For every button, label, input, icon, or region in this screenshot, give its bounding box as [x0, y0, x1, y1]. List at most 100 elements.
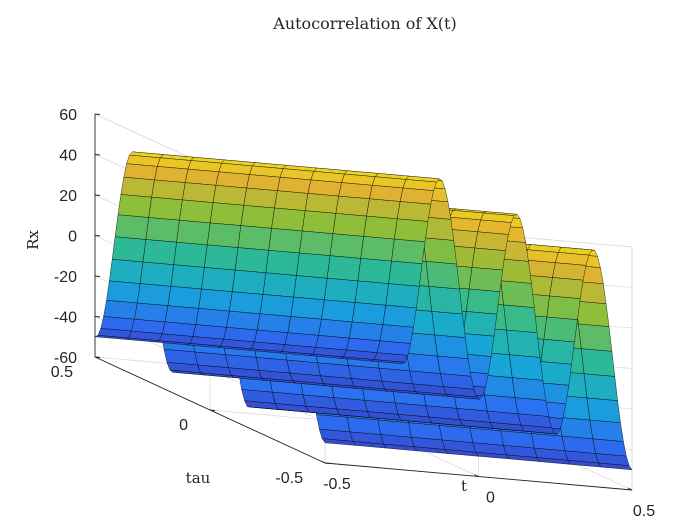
surface-patch: [514, 397, 549, 417]
surface-patch: [575, 300, 610, 327]
surface-patch: [394, 218, 429, 243]
surface-patch: [511, 377, 547, 401]
z-tick-mark: [94, 275, 101, 277]
surface-patch: [351, 302, 386, 325]
surface-patch: [139, 261, 174, 287]
surface-patch: [134, 302, 169, 323]
surface-patch: [296, 252, 331, 279]
surface-patch: [385, 283, 420, 309]
surface-patch: [583, 373, 618, 401]
surface-patch: [363, 215, 398, 240]
surface-patch: [204, 244, 239, 271]
x-tick-label: 0: [486, 490, 495, 507]
x-tick-mark: [627, 487, 633, 491]
x-tick-mark: [474, 474, 479, 477]
surface-patch: [422, 237, 457, 265]
surface-patch: [206, 222, 242, 248]
surface-patch: [463, 311, 498, 337]
surface-patch: [234, 247, 269, 274]
surface-patch: [304, 193, 339, 214]
surface-patch: [151, 179, 186, 201]
surface-patch: [240, 205, 275, 229]
surface-patch: [290, 296, 325, 320]
surface-patch: [549, 277, 584, 299]
surface-patch: [182, 182, 217, 203]
z-tick-label: 60: [59, 107, 77, 124]
surface-patch: [111, 236, 147, 263]
surface-patch: [546, 295, 581, 320]
surface-patch: [468, 267, 503, 292]
surface-patch: [589, 419, 624, 442]
chart-title: Autocorrelation of X(t): [272, 14, 456, 33]
surface-patch: [391, 238, 426, 265]
surface-patch: [179, 199, 214, 224]
surface-patch: [209, 202, 244, 226]
surface-patch: [465, 288, 501, 315]
z-tick-label: 0: [68, 229, 77, 246]
surface-patch: [299, 230, 334, 256]
surface-patch: [540, 339, 575, 365]
surface-patch: [503, 304, 538, 333]
surface-patch: [500, 280, 535, 308]
y-axis-label: tau: [186, 469, 211, 487]
surface-patch: [106, 280, 141, 304]
surface-patch: [265, 250, 300, 276]
surface-patch: [120, 176, 155, 198]
surface-patch: [114, 214, 149, 240]
surface-patch: [271, 207, 306, 232]
surface-patch: [578, 323, 613, 352]
surface-patch: [176, 219, 211, 246]
tick-labels: -60 -40 -20 0 20 40 60 -0.5 0 0.5 -0.5 0 0.5: [51, 107, 655, 520]
surface-patch: [94, 335, 130, 340]
z-tick-label: -40: [54, 310, 77, 327]
surface-patch: [437, 355, 472, 377]
surface-patch: [434, 334, 469, 359]
surface-patch: [366, 198, 401, 220]
y-tick-mark: [94, 356, 101, 358]
surface-patch: [552, 262, 587, 281]
surface-patch: [198, 288, 233, 312]
surface-patch: [243, 187, 278, 209]
y-tick-label: 0: [179, 417, 188, 434]
surface-patch: [580, 348, 616, 377]
x-tick-label: -0.5: [323, 476, 351, 493]
surface-patch: [471, 247, 506, 271]
surface-patch: [425, 261, 460, 290]
surface-patch: [324, 277, 359, 303]
surface-patch: [268, 228, 303, 254]
surface-patch: [136, 283, 172, 306]
surface-patch: [484, 394, 519, 414]
z-tick-label: -60: [54, 350, 77, 367]
chart-axes: [94, 113, 633, 491]
surface-patch: [274, 190, 309, 211]
x-axis-label: t: [461, 477, 467, 495]
surface-patch: [321, 299, 356, 323]
surface-patch: [237, 225, 272, 251]
surface-patch: [586, 397, 621, 423]
z-tick-label: 40: [59, 148, 77, 165]
surface-patch: [348, 321, 384, 342]
surface-patch: [117, 194, 152, 218]
surface-patch: [231, 269, 267, 295]
z-tick-label: -20: [54, 269, 77, 286]
surface-patch: [259, 294, 294, 317]
x-tick-label: 0.5: [633, 503, 655, 520]
surface-patch: [109, 259, 144, 284]
z-tick-mark: [94, 113, 101, 115]
surface-patch: [335, 195, 370, 217]
z-tick-mark: [94, 154, 101, 156]
surface-patch: [396, 201, 432, 222]
surface-patch: [474, 231, 509, 251]
surface-patch: [226, 310, 261, 331]
surface-patch: [332, 213, 367, 237]
surface-patch: [326, 255, 361, 282]
surface-patch: [164, 305, 199, 325]
surface-patch: [558, 417, 593, 440]
surface-patch: [543, 316, 578, 343]
surface-patch: [431, 311, 466, 338]
surface-mesh: [94, 151, 633, 471]
surface-patch: [318, 318, 353, 339]
surface-patch: [509, 354, 544, 381]
surface-patch: [142, 239, 177, 265]
surface-patch: [382, 304, 417, 328]
